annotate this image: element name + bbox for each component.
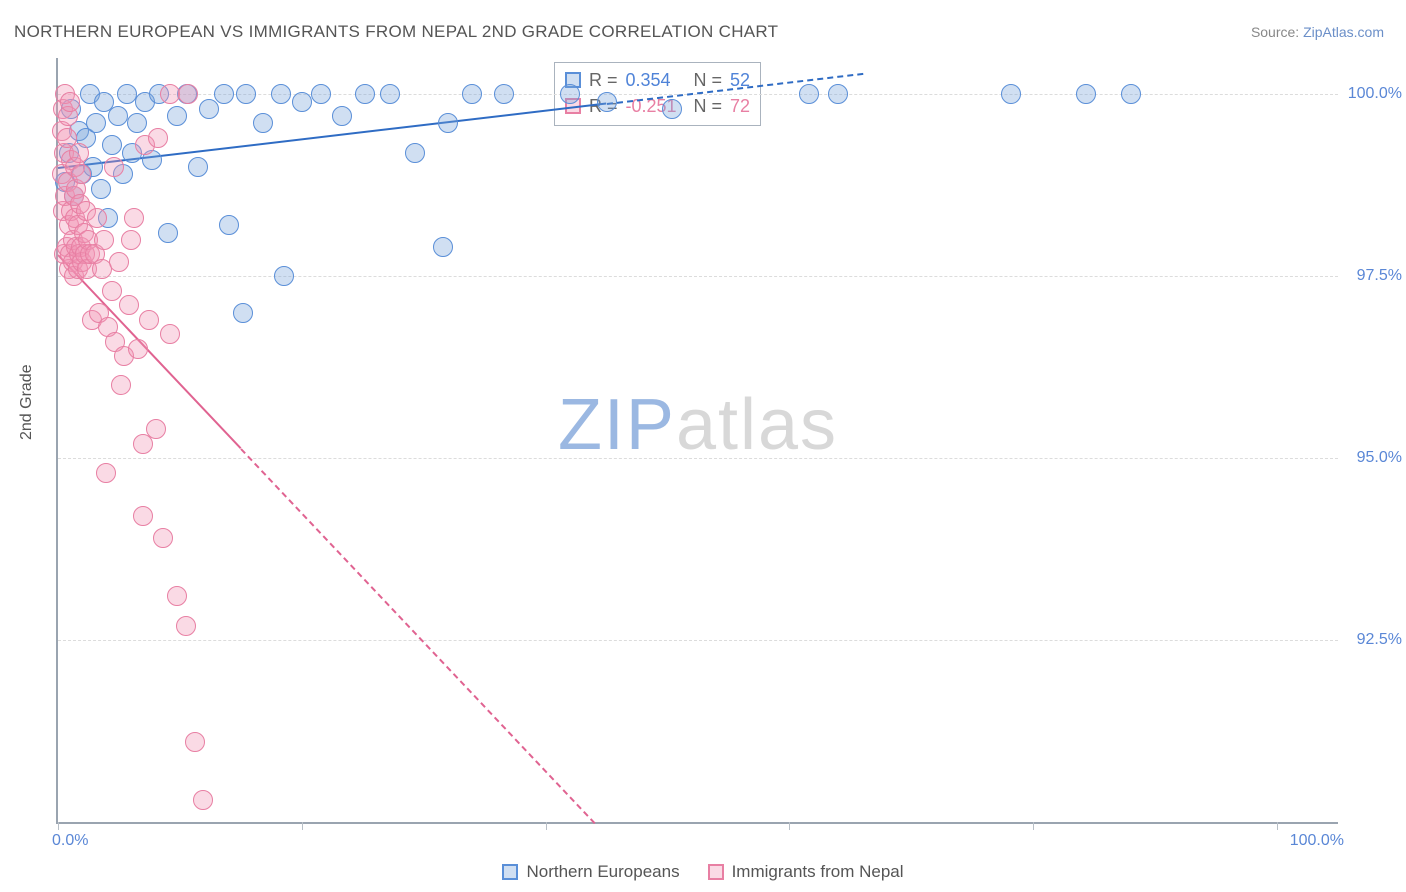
y-axis-label: 2nd Grade	[18, 364, 36, 440]
data-point	[71, 164, 91, 184]
watermark: ZIPatlas	[558, 384, 838, 466]
data-point	[69, 143, 89, 163]
data-point	[121, 230, 141, 250]
x-tick	[1033, 822, 1034, 830]
legend-item: Northern Europeans	[502, 862, 679, 882]
legend-label: Immigrants from Nepal	[732, 862, 904, 882]
data-point	[160, 324, 180, 344]
trend-line	[240, 448, 595, 823]
y-tick-label: 100.0%	[1342, 85, 1402, 103]
data-point	[438, 113, 458, 133]
data-point	[597, 92, 617, 112]
data-point	[1001, 84, 1021, 104]
data-point	[94, 230, 114, 250]
data-point	[662, 99, 682, 119]
data-point	[355, 84, 375, 104]
data-point	[176, 616, 196, 636]
data-point	[462, 84, 482, 104]
data-point	[133, 506, 153, 526]
data-point	[91, 179, 111, 199]
legend-bottom: Northern Europeans Immigrants from Nepal	[0, 862, 1406, 882]
plot-area: ZIPatlas R =0.354N =52R =-0.251N =72 92.…	[56, 58, 1338, 824]
data-point	[233, 303, 253, 323]
data-point	[292, 92, 312, 112]
data-point	[1121, 84, 1141, 104]
legend-swatch	[708, 864, 724, 880]
data-point	[102, 135, 122, 155]
data-point	[1076, 84, 1096, 104]
data-point	[104, 157, 124, 177]
x-tick	[58, 822, 59, 830]
data-point	[828, 84, 848, 104]
data-point	[109, 252, 129, 272]
data-point	[127, 113, 147, 133]
data-point	[188, 157, 208, 177]
x-tick	[1277, 822, 1278, 830]
data-point	[380, 84, 400, 104]
data-point	[214, 84, 234, 104]
x-tick-label: 100.0%	[1290, 832, 1344, 850]
chart-title: NORTHERN EUROPEAN VS IMMIGRANTS FROM NEP…	[14, 22, 778, 42]
data-point	[193, 790, 213, 810]
data-point	[199, 99, 219, 119]
data-point	[96, 463, 116, 483]
x-tick	[546, 822, 547, 830]
x-tick-label: 0.0%	[52, 832, 88, 850]
data-point	[253, 113, 273, 133]
data-point	[124, 208, 144, 228]
legend-item: Immigrants from Nepal	[708, 862, 904, 882]
data-point	[148, 128, 168, 148]
gridline	[58, 640, 1338, 641]
data-point	[405, 143, 425, 163]
gridline	[58, 276, 1338, 277]
n-value: 72	[730, 93, 750, 119]
data-point	[494, 84, 514, 104]
data-point	[178, 84, 198, 104]
y-tick-label: 92.5%	[1342, 631, 1402, 649]
source-link[interactable]: ZipAtlas.com	[1303, 24, 1384, 40]
data-point	[158, 223, 178, 243]
x-tick	[789, 822, 790, 830]
source-label: Source: ZipAtlas.com	[1251, 24, 1384, 40]
data-point	[128, 339, 148, 359]
data-point	[87, 208, 107, 228]
data-point	[236, 84, 256, 104]
data-point	[111, 375, 131, 395]
data-point	[86, 113, 106, 133]
data-point	[153, 528, 173, 548]
data-point	[271, 84, 291, 104]
data-point	[274, 266, 294, 286]
data-point	[139, 310, 159, 330]
data-point	[185, 732, 205, 752]
data-point	[311, 84, 331, 104]
data-point	[146, 419, 166, 439]
x-tick	[302, 822, 303, 830]
y-tick-label: 95.0%	[1342, 449, 1402, 467]
legend-swatch	[502, 864, 518, 880]
data-point	[332, 106, 352, 126]
y-tick-label: 97.5%	[1342, 267, 1402, 285]
legend-label: Northern Europeans	[526, 862, 679, 882]
data-point	[167, 586, 187, 606]
data-point	[102, 281, 122, 301]
data-point	[799, 84, 819, 104]
data-point	[167, 106, 187, 126]
data-point	[119, 295, 139, 315]
r-value: 0.354	[626, 67, 686, 93]
data-point	[108, 106, 128, 126]
chart-container: NORTHERN EUROPEAN VS IMMIGRANTS FROM NEP…	[0, 0, 1406, 892]
r-label: R =	[589, 67, 618, 93]
data-point	[219, 215, 239, 235]
data-point	[60, 92, 80, 112]
data-point	[560, 84, 580, 104]
data-point	[433, 237, 453, 257]
n-label: N =	[694, 93, 723, 119]
data-point	[160, 84, 180, 104]
